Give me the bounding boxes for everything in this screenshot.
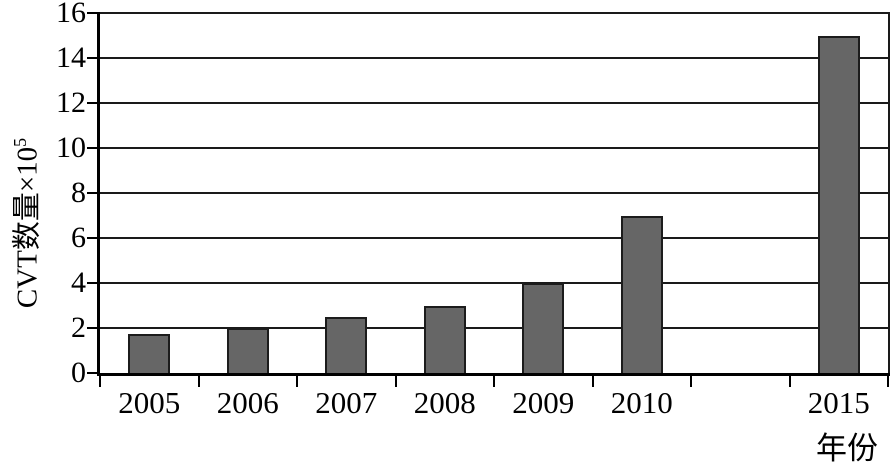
gridline-y14 bbox=[100, 57, 890, 59]
x-tick-label-2007: 2007 bbox=[315, 385, 378, 420]
bar-2010 bbox=[620, 215, 663, 373]
y-tick-mark-8 bbox=[87, 192, 98, 194]
x-tick-mark-7 bbox=[788, 376, 791, 387]
gridline-y8 bbox=[100, 192, 890, 194]
y-tick-label-16: 16 bbox=[56, 0, 86, 29]
y-tick-label-8: 8 bbox=[71, 176, 86, 209]
y-tick-mark-0 bbox=[87, 372, 98, 374]
y-tick-label-2: 2 bbox=[71, 311, 86, 344]
x-tick-label-2009: 2009 bbox=[512, 385, 575, 420]
bar-2015 bbox=[817, 35, 860, 373]
x-tick-label-2008: 2008 bbox=[413, 385, 476, 420]
x-tick-label-2006: 2006 bbox=[216, 385, 279, 420]
gridline-y2 bbox=[100, 327, 890, 329]
x-tick-mark-6 bbox=[690, 376, 692, 387]
bar-2006 bbox=[226, 328, 269, 373]
y-tick-label-0: 0 bbox=[71, 356, 86, 389]
y-tick-label-10: 10 bbox=[56, 131, 86, 164]
y-tick-mark-4 bbox=[87, 282, 98, 284]
bar-2007 bbox=[325, 316, 368, 373]
x-tick-mark-3 bbox=[394, 376, 397, 387]
gridline-y12 bbox=[100, 102, 890, 104]
x-tick-label-2010: 2010 bbox=[610, 385, 673, 420]
y-tick-mark-14 bbox=[87, 57, 98, 59]
bar-2008 bbox=[423, 305, 466, 373]
x-tick-mark-1 bbox=[197, 376, 200, 387]
plot-top-border bbox=[100, 12, 890, 14]
bar-2009 bbox=[522, 283, 565, 373]
x-tick-mark-0 bbox=[99, 376, 101, 387]
x-tick-mark-2 bbox=[296, 376, 298, 387]
x-axis-line bbox=[97, 373, 890, 376]
y-tick-mark-6 bbox=[87, 237, 98, 239]
y-axis-line bbox=[97, 12, 100, 376]
x-tick-label-2015: 2015 bbox=[807, 385, 870, 420]
x-tick-mark-8 bbox=[887, 376, 889, 387]
y-tick-mark-12 bbox=[87, 102, 98, 104]
y-tick-label-14: 14 bbox=[56, 41, 86, 74]
y-axis-title-base: CVT数量×10 bbox=[11, 146, 44, 309]
y-tick-label-4: 4 bbox=[71, 266, 86, 299]
y-axis-title: CVT数量×105 bbox=[1, 53, 44, 393]
y-tick-mark-16 bbox=[87, 12, 98, 14]
gridline-y10 bbox=[100, 147, 890, 149]
y-tick-label-6: 6 bbox=[71, 221, 86, 254]
bar-2005 bbox=[128, 333, 171, 373]
x-tick-label-2005: 2005 bbox=[118, 385, 181, 420]
x-tick-mark-5 bbox=[591, 376, 594, 387]
y-axis-title-exponent: 5 bbox=[10, 137, 30, 147]
gridline-y4 bbox=[100, 282, 890, 284]
y-tick-label-12: 12 bbox=[56, 86, 86, 119]
x-axis-title: 年份 bbox=[816, 431, 878, 466]
y-tick-mark-2 bbox=[87, 327, 98, 329]
x-tick-mark-4 bbox=[493, 376, 495, 387]
y-tick-mark-10 bbox=[87, 147, 98, 149]
gridline-y6 bbox=[100, 237, 890, 239]
